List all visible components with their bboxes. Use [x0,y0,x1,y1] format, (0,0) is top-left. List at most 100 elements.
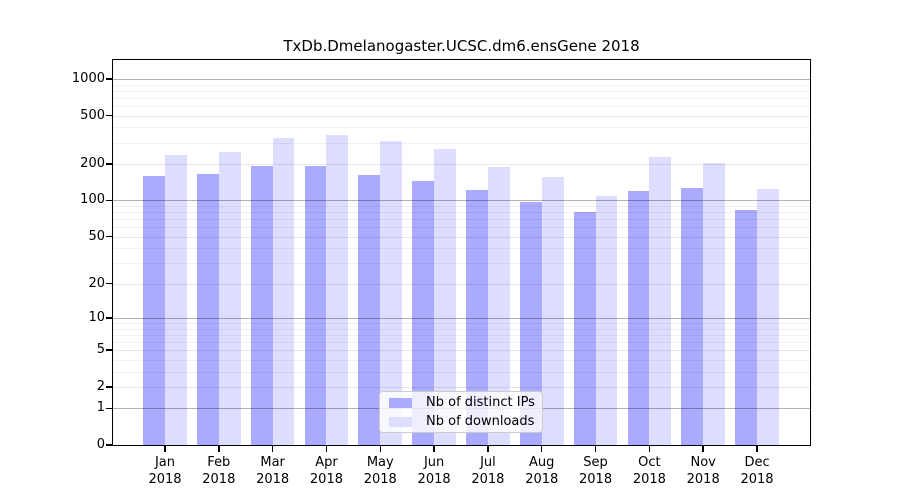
y-tick-mark [106,114,113,117]
x-tick-mark [218,445,220,452]
month-year: 2018 [686,472,720,487]
x-tick-mark [594,445,597,452]
plot-area: Nb of distinct IPs Nb of downloads [113,60,810,445]
gridline-30 [113,263,810,265]
y-tick-mark [106,386,113,388]
gridline-6 [113,341,810,343]
x-tick-mark [648,445,651,452]
y-tick-mark [106,199,113,202]
y-tick-label-100: 100 [80,192,105,208]
y-tick-label-50: 50 [88,228,105,244]
legend-label-ips: Nb of distinct IPs [426,395,535,410]
bar-downloads-jan [165,155,187,445]
bar-downloads-may [380,140,403,445]
y-tick-mark [106,317,113,319]
bar-ips-apr [304,166,327,445]
bar-downloads-dec [757,188,779,445]
month-year: 2018 [202,472,236,487]
bar-ips-aug [519,202,542,445]
gridline-80 [113,212,810,214]
x-tick-mark [487,445,489,452]
gridline-40 [113,248,810,250]
month-year: 2018 [471,472,505,487]
month-name: Jan [154,455,176,470]
x-tick-label-dec: Dec 2018 [729,454,785,488]
y-tick-mark [106,282,113,285]
bar-ips-nov [681,187,704,445]
gridline-200 [113,164,810,165]
bar-ips-mar [250,165,273,445]
month-name: Aug [529,455,555,470]
gridline-900 [113,84,810,86]
legend-swatch-downloads [389,416,412,427]
gridline-2 [113,386,810,388]
y-tick-mark [106,78,113,80]
month-year: 2018 [525,472,559,487]
month-year: 2018 [579,472,613,487]
bar-downloads-feb [218,151,241,445]
y-tick-label-10: 10 [88,309,105,325]
month-name: Jun [423,455,445,470]
month-name: Sep [583,455,608,470]
gridline-300 [113,142,810,144]
x-tick-label-jul: Jul 2018 [460,454,516,488]
bar-ips-sep [573,212,596,445]
x-tick-label-feb: Feb 2018 [191,454,247,488]
month-name: Dec [744,455,770,470]
gridline-400 [113,127,810,129]
bar-ips-oct [627,190,650,445]
x-tick-label-jan: Jan 2018 [137,454,193,488]
month-year: 2018 [148,472,182,487]
y-tick-label-0: 0 [96,437,105,452]
y-tick-mark [106,235,113,238]
y-tick-mark [106,349,113,351]
gridline-7 [113,334,810,336]
x-tick-label-oct: Oct 2018 [621,454,677,488]
y-tick-label-500: 500 [80,107,105,123]
y-tick-label-20: 20 [88,275,105,291]
x-tick-label-may: May 2018 [352,454,408,488]
bar-downloads-jun [434,148,456,445]
gridline-100 [113,200,810,202]
y-tick-label-5: 5 [96,342,105,358]
gridline-600 [113,105,810,107]
gridline-8 [113,328,810,330]
gridline-800 [113,90,810,92]
y-tick-label-1: 1 [96,400,105,416]
gridline-10 [113,317,810,319]
bar-ips-jun [412,180,435,445]
bar-ips-feb [197,174,219,445]
x-tick-mark [433,445,435,452]
gridline-20 [113,283,810,285]
legend-row-downloads: Nb of downloads [380,414,542,430]
month-year: 2018 [309,472,343,487]
y-tick-label-1000: 1000 [71,70,105,86]
bar-ips-dec [735,210,758,445]
x-tick-label-apr: Apr 2018 [298,454,354,488]
gridline-50 [113,236,810,238]
month-name: Mar [260,455,285,470]
month-year: 2018 [740,472,774,487]
bar-ips-jul [466,190,488,445]
bar-downloads-aug [541,177,564,445]
x-tick-mark [379,445,382,452]
gridline-90 [113,205,810,207]
x-tick-label-jun: Jun 2018 [406,454,462,488]
gridline-1000 [113,78,810,80]
y-tick-mark [106,444,113,446]
x-tick-mark [540,445,543,452]
x-tick-label-nov: Nov 2018 [675,454,731,488]
gridline-5 [113,350,810,352]
gridline-700 [113,97,810,99]
month-name: Apr [315,455,338,470]
month-name: Oct [638,455,661,470]
y-tick-label-2: 2 [96,378,105,394]
legend-row-ips: Nb of distinct IPs [380,395,542,411]
x-tick-mark [756,445,758,452]
x-tick-label-sep: Sep 2018 [568,454,624,488]
x-tick-mark [164,445,166,452]
legend: Nb of distinct IPs Nb of downloads [379,391,543,433]
month-year: 2018 [363,472,397,487]
gridline-4 [113,359,810,361]
